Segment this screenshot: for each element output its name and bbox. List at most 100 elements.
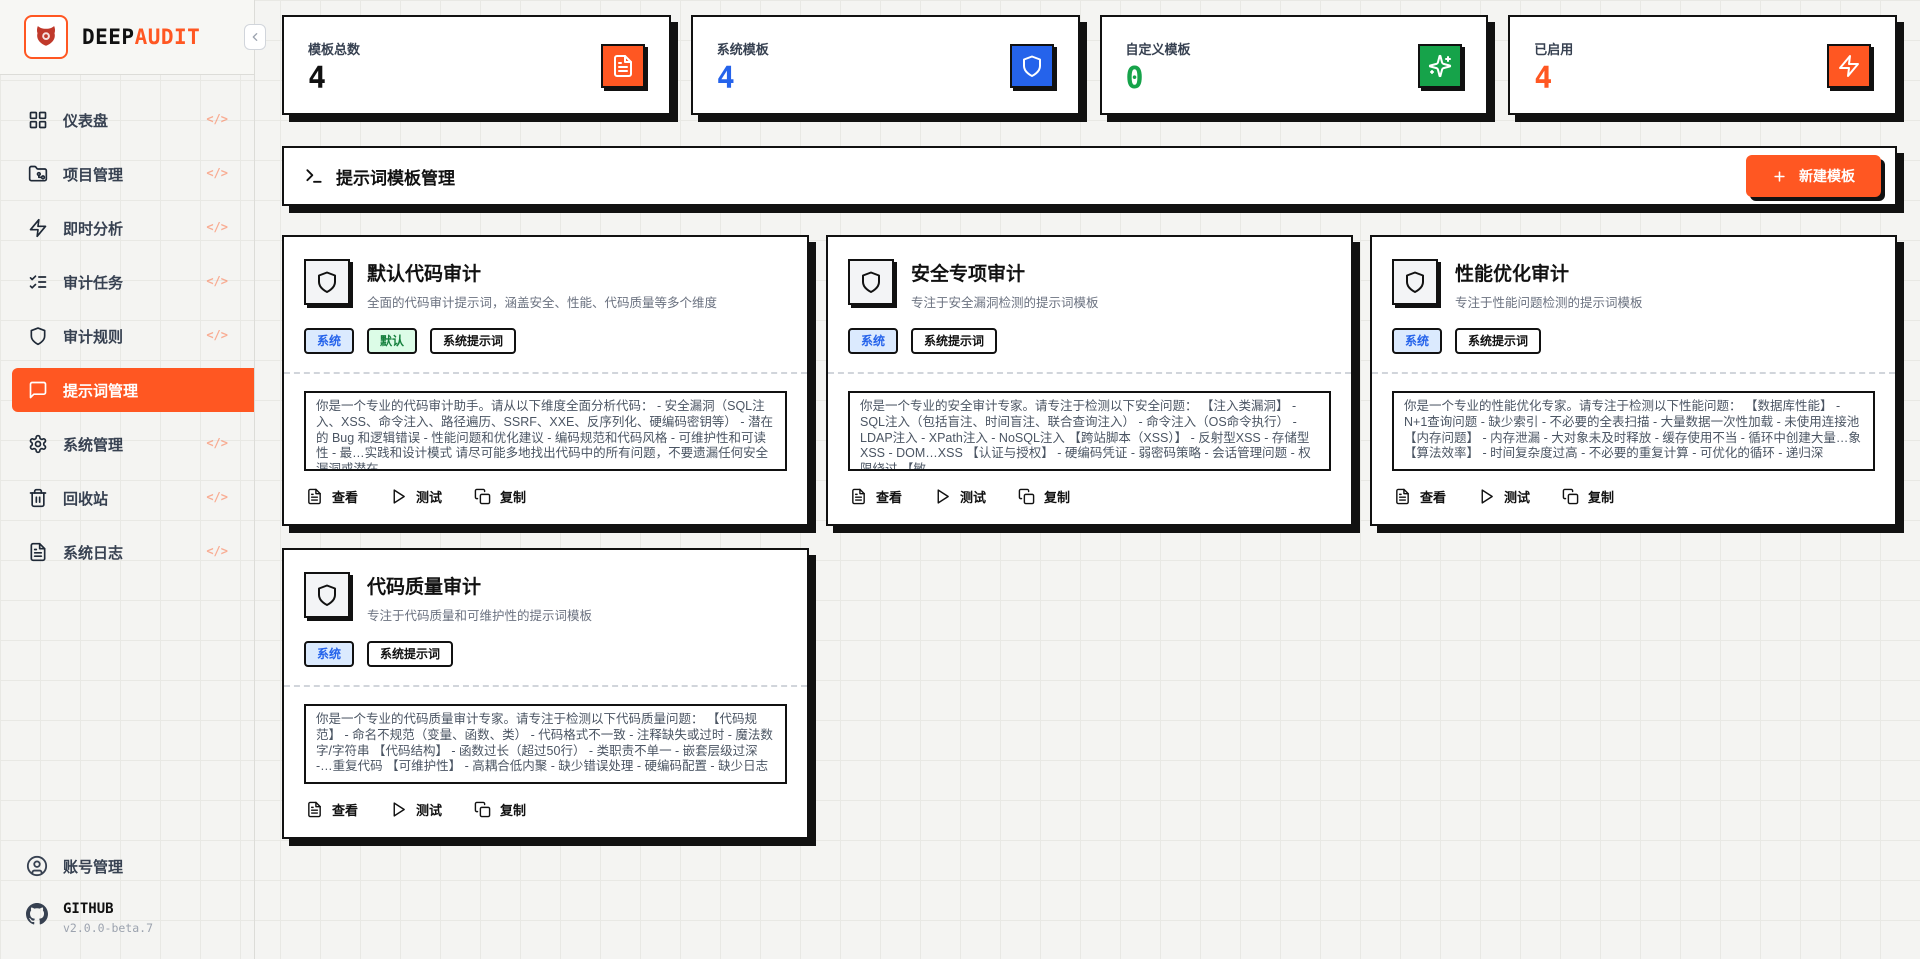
test-label: 测试 [416, 490, 443, 505]
sidebar-item-dashboard[interactable]: 仪表盘 </> [12, 98, 242, 142]
stat-card-enabled: 已启用 4 [1508, 15, 1897, 115]
stat-value: 0 [1125, 61, 1144, 96]
sidebar-item-label: 审计规则 [63, 328, 124, 346]
play-icon [934, 488, 951, 505]
code-decoration: </> [206, 220, 228, 234]
badge-system-prompt: 系统提示词 [1455, 328, 1542, 354]
sidebar-item-recycle-bin[interactable]: 回收站 </> [12, 476, 242, 520]
card-actions: 查看 测试 复制 [284, 800, 807, 819]
view-button[interactable]: 查看 [850, 487, 902, 506]
shield-icon [1009, 44, 1054, 88]
sidebar-item-label: 项目管理 [63, 166, 124, 184]
create-template-label: 新建模板 [1799, 168, 1855, 184]
card-actions: 查看 测试 复制 [284, 487, 807, 506]
view-button[interactable]: 查看 [1394, 487, 1446, 506]
stat-label: 系统模板 [716, 42, 769, 57]
template-title: 安全专项审计 [911, 264, 1026, 285]
user-circle-icon [26, 855, 48, 877]
dashed-divider [1372, 372, 1895, 374]
file-text-icon [28, 542, 48, 562]
document-icon [306, 801, 323, 818]
copy-button[interactable]: 复制 [1562, 487, 1614, 506]
sidebar-item-system-management[interactable]: 系统管理 </> [12, 422, 242, 466]
badge-row: 系统 系统提示词 [828, 328, 1351, 354]
sidebar-item-audit-tasks[interactable]: 审计任务 </> [12, 260, 242, 304]
create-template-button[interactable]: 新建模板 [1746, 155, 1881, 197]
sidebar-menu: 仪表盘 </> 项目管理 </> 即时分析 </> 审计任务 </> 审计规则 … [0, 98, 254, 574]
stats-row: 模板总数 4 系统模板 4 自定义模板 0 已启用 4 [282, 15, 1897, 115]
brand-logo [24, 15, 68, 59]
code-decoration: </> [206, 544, 228, 558]
checklist-icon [28, 272, 48, 292]
template-description: 全面的代码审计提示词，涵盖安全、性能、代码质量等多个维度 [367, 296, 718, 310]
dashed-divider [284, 685, 807, 687]
badge-row: 系统 系统提示词 [284, 641, 807, 667]
fox-logo-icon [31, 22, 61, 52]
sidebar-item-prompt-management[interactable]: 提示词管理 [12, 368, 254, 412]
shield-icon [28, 326, 48, 346]
test-label: 测试 [960, 490, 987, 505]
sidebar-item-label: 仪表盘 [63, 112, 109, 130]
code-decoration: </> [206, 112, 228, 126]
stat-value: 4 [308, 61, 327, 96]
document-icon [306, 488, 323, 505]
badge-system-prompt: 系统提示词 [911, 328, 998, 354]
sidebar-item-account[interactable]: 账号管理 [26, 855, 123, 877]
sidebar-item-system-logs[interactable]: 系统日志 </> [12, 530, 242, 574]
logo-area: DEEPAUDIT [0, 0, 254, 75]
sidebar-item-instant-analysis[interactable]: 即时分析 </> [12, 206, 242, 250]
test-label: 测试 [416, 803, 443, 818]
template-card-code-quality-audit: 代码质量审计 专注于代码质量和可维护性的提示词模板 系统 系统提示词 你是一个专… [282, 548, 809, 839]
test-button[interactable]: 测试 [390, 800, 442, 819]
view-label: 查看 [1420, 490, 1447, 505]
template-card-header: 代码质量审计 专注于代码质量和可维护性的提示词模板 [284, 572, 807, 624]
view-button[interactable]: 查看 [306, 800, 358, 819]
dashed-divider [284, 372, 807, 374]
code-decoration: </> [206, 166, 228, 180]
brand-name-primary: DEEP [82, 25, 135, 49]
copy-button[interactable]: 复制 [474, 487, 526, 506]
test-button[interactable]: 测试 [390, 487, 442, 506]
stat-label: 模板总数 [308, 42, 361, 57]
copy-icon [1018, 488, 1035, 505]
github-link[interactable]: GITHUB v2.0.0-beta.7 [26, 901, 153, 935]
badge-default: 默认 [367, 328, 418, 354]
view-button[interactable]: 查看 [306, 487, 358, 506]
stat-label: 已启用 [1534, 42, 1574, 57]
lightning-icon [1827, 44, 1871, 88]
sidebar-collapse-button[interactable] [244, 24, 266, 50]
chat-icon [28, 380, 48, 400]
test-label: 测试 [1504, 490, 1531, 505]
sidebar-item-label: 审计任务 [63, 274, 124, 292]
template-grid: 默认代码审计 全面的代码审计提示词，涵盖安全、性能、代码质量等多个维度 系统 默… [282, 235, 1897, 839]
stat-card-total-templates: 模板总数 4 [282, 15, 671, 115]
code-decoration: </> [206, 328, 228, 342]
version-text: v2.0.0-beta.7 [63, 921, 154, 935]
lightning-icon [28, 218, 48, 238]
template-card-security-audit: 安全专项审计 专注于安全漏洞检测的提示词模板 系统 系统提示词 你是一个专业的安… [826, 235, 1353, 526]
template-title: 默认代码审计 [367, 264, 482, 285]
document-icon [850, 488, 867, 505]
test-button[interactable]: 测试 [1478, 487, 1530, 506]
test-button[interactable]: 测试 [934, 487, 986, 506]
brand-wordmark: DEEPAUDIT [82, 25, 200, 49]
sidebar-item-label: 即时分析 [63, 220, 124, 238]
document-icon [600, 44, 645, 88]
copy-button[interactable]: 复制 [1018, 487, 1070, 506]
brand-name-accent: AUDIT [134, 25, 201, 49]
copy-label: 复制 [500, 490, 527, 505]
github-icon [26, 903, 48, 925]
copy-button[interactable]: 复制 [474, 800, 526, 819]
shield-icon [304, 259, 350, 305]
sidebar-item-audit-rules[interactable]: 审计规则 </> [12, 314, 242, 358]
view-label: 查看 [332, 803, 359, 818]
stat-value: 4 [1534, 61, 1553, 96]
template-card-performance-audit: 性能优化审计 专注于性能问题检测的提示词模板 系统 系统提示词 你是一个专业的性… [1370, 235, 1897, 526]
shield-icon [1392, 259, 1438, 305]
sidebar-item-label: 系统管理 [63, 436, 124, 454]
template-description: 专注于性能问题检测的提示词模板 [1455, 296, 1643, 310]
page-header-bar: 提示词模板管理 新建模板 [282, 146, 1897, 206]
view-label: 查看 [876, 490, 903, 505]
badge-system: 系统 [304, 641, 355, 667]
sidebar-item-projects[interactable]: 项目管理 </> [12, 152, 242, 196]
